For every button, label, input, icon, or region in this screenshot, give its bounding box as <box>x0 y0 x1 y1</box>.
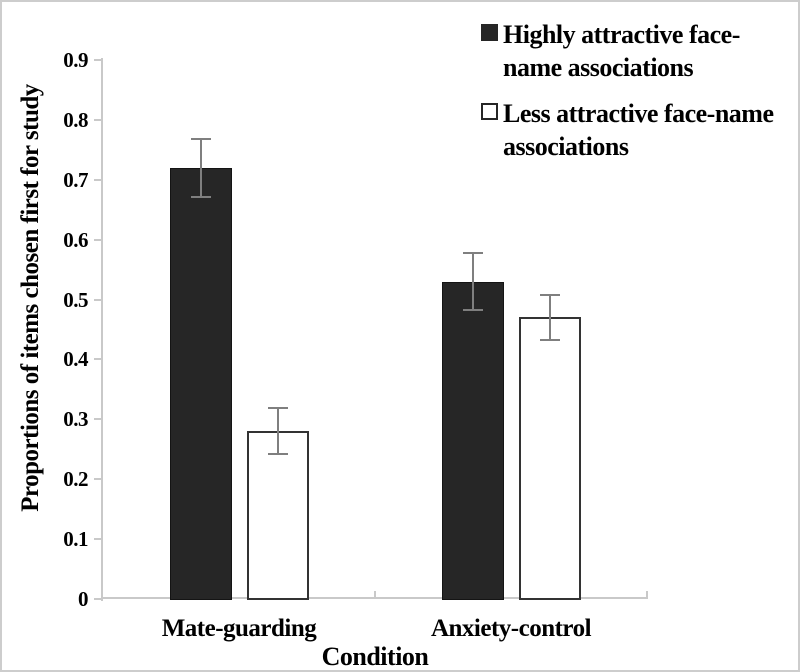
error-bar-cap <box>463 309 483 312</box>
y-tick-label: 0.2 <box>63 467 88 492</box>
x-tick-mark <box>374 591 376 597</box>
error-bar-stem <box>472 251 474 312</box>
y-axis-line <box>101 58 103 601</box>
error-bar-stem <box>277 407 279 456</box>
error-bar-highly-attractive-mate-guarding <box>191 137 211 198</box>
y-tick-mark <box>94 598 102 600</box>
y-tick-mark <box>94 238 102 241</box>
y-tick-mark <box>94 538 102 541</box>
open-square-icon <box>481 103 498 120</box>
y-tick-label: 0.5 <box>63 287 88 312</box>
bar-highly-attractive-mate-guarding <box>170 167 232 600</box>
y-tick-label: 0.9 <box>63 47 88 72</box>
y-tick-label: 0 <box>78 587 89 611</box>
y-tick-label: 0.7 <box>63 167 88 192</box>
bar-highly-attractive-anxiety-control <box>442 281 504 600</box>
error-bar-cap <box>268 453 288 456</box>
filled-square-icon <box>481 24 498 41</box>
bar-less-attractive-anxiety-control <box>519 317 581 600</box>
y-tick-label: 0.4 <box>63 347 88 372</box>
error-bar-cap <box>268 407 288 410</box>
y-tick-mark <box>94 478 102 481</box>
x-axis-line <box>101 597 648 599</box>
y-tick-mark <box>94 298 102 301</box>
y-tick-label: 0.1 <box>63 527 88 552</box>
x-axis-title: Condition <box>321 642 429 671</box>
x-category-label-mate-guarding: Mate-guarding <box>161 615 317 642</box>
error-bar-cap <box>191 195 211 198</box>
legend-label: Less attractive face-name associations <box>503 99 774 161</box>
legend-entry-less-attractive: Less attractive face-name associations <box>481 97 793 163</box>
error-bar-less-attractive-anxiety-control <box>540 293 560 342</box>
y-tick-label: 0.6 <box>63 227 88 252</box>
legend-label: Highly attractive face-name associations <box>503 20 740 82</box>
error-bar-stem <box>549 293 551 342</box>
error-bar-less-attractive-mate-guarding <box>268 407 288 456</box>
bar-less-attractive-mate-guarding <box>247 431 309 600</box>
error-bar-stem <box>200 137 202 198</box>
legend: Highly attractive face-name associations… <box>481 18 793 176</box>
y-tick-mark <box>94 358 102 361</box>
error-bar-highly-attractive-anxiety-control <box>463 251 483 312</box>
error-bar-cap <box>191 137 211 140</box>
y-tick-mark <box>94 418 102 421</box>
y-tick-mark <box>94 118 102 121</box>
x-tick-mark <box>646 591 648 597</box>
y-tick-mark <box>94 178 102 181</box>
y-tick-label: 0.3 <box>63 407 88 432</box>
error-bar-cap <box>463 251 483 254</box>
y-tick-label: 0.8 <box>63 107 88 132</box>
error-bar-cap <box>540 293 560 296</box>
legend-entry-highly-attractive: Highly attractive face-name associations <box>481 18 793 84</box>
y-tick-mark <box>94 58 102 61</box>
x-category-label-anxiety-control: Anxiety-control <box>430 615 592 642</box>
error-bar-cap <box>540 339 560 342</box>
